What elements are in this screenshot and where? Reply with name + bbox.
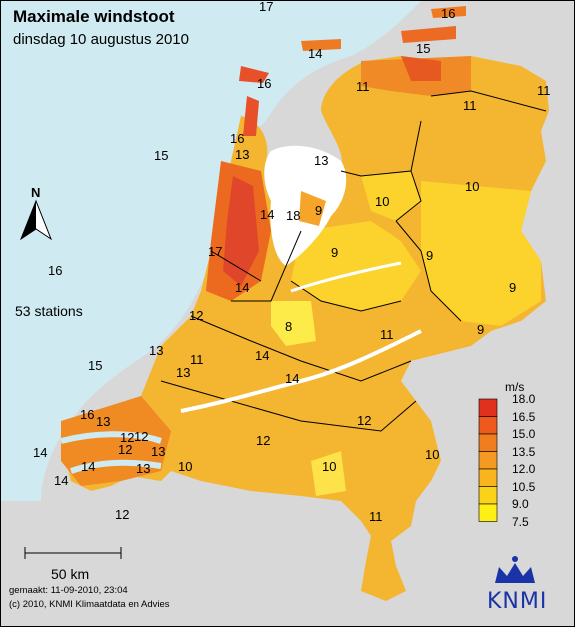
station-value: 16 — [48, 263, 63, 278]
station-value: 15 — [416, 41, 431, 56]
estuary-2 — [70, 459, 162, 474]
station-value: 15 — [88, 358, 103, 373]
station-value: 9 — [331, 245, 339, 260]
legend-swatch — [478, 451, 498, 470]
station-value: 14 — [260, 207, 275, 222]
page-subtitle: dinsdag 10 augustus 2010 — [13, 31, 189, 48]
station-value: 13 — [136, 461, 151, 476]
rivers — [180, 329, 422, 413]
legend-tick: 12.0 — [512, 462, 536, 476]
station-value: 13 — [96, 414, 111, 429]
station-value: 10 — [425, 447, 440, 462]
legend-swatch — [478, 416, 498, 435]
contour-north-high — [401, 56, 441, 81]
contour-lightyellow — [271, 301, 316, 346]
station-value: 10 — [375, 194, 390, 209]
station-value: 10 — [465, 179, 480, 194]
station-value: 14 — [235, 280, 250, 295]
station-value: 14 — [81, 459, 96, 474]
station-value: 10 — [322, 459, 337, 474]
flevoland-piece — [299, 191, 326, 226]
island-terschelling — [301, 39, 341, 51]
estuary-1 — [60, 431, 162, 444]
station-value: 9 — [509, 280, 517, 295]
contour-lightyellow-south — [311, 451, 346, 496]
island-schiermonnikoog — [431, 6, 466, 18]
station-value: 14 — [308, 46, 323, 61]
legend-tick: 18.0 — [512, 392, 536, 406]
contour-yellow-mid — [291, 221, 421, 311]
station-value: 16 — [80, 407, 95, 422]
legend-tick: 9.0 — [512, 497, 529, 511]
legend-swatch — [478, 433, 498, 452]
north-label: N — [31, 185, 41, 200]
station-value: 12 — [118, 442, 133, 457]
station-value: 17 — [259, 0, 274, 14]
station-value: 12 — [134, 429, 149, 444]
station-value: 11 — [380, 327, 394, 342]
legend-tick: 7.5 — [512, 514, 529, 529]
station-value: 11 — [356, 79, 370, 94]
legend-swatch — [478, 486, 498, 505]
station-value: 13 — [314, 153, 329, 168]
station-value: 18 — [286, 208, 301, 223]
stations-count: 53 stations — [15, 303, 83, 319]
legend-tick: 10.5 — [512, 479, 536, 494]
north-arrow-icon — [19, 199, 53, 241]
station-value: 10 — [178, 459, 193, 474]
province-borders — [160, 90, 547, 432]
made-date: gemaakt: 11-09-2010, 23:04 — [9, 585, 128, 596]
contour-yellow-east — [421, 181, 541, 326]
station-value: 12 — [120, 430, 135, 445]
station-value: 12 — [357, 413, 372, 428]
station-value: 11 — [537, 83, 551, 98]
copyright: (c) 2010, KNMI Klimaatdata en Advies — [9, 599, 170, 610]
station-value: 17 — [208, 244, 223, 259]
page-title: Maximale windstoot — [13, 7, 175, 26]
station-value: 15 — [154, 148, 169, 163]
river-north — [290, 261, 402, 293]
legend-swatch — [478, 468, 498, 487]
station-value: 14 — [255, 348, 270, 363]
contour-highest-west — [223, 176, 259, 286]
legend-tick: 13.5 — [512, 444, 536, 459]
station-value: 11 — [369, 509, 383, 524]
station-value: 8 — [285, 319, 293, 334]
knmi-logo-text: KNMI — [487, 589, 548, 614]
station-value: 14 — [54, 473, 69, 488]
scale-bar-label: 50 km — [51, 566, 90, 582]
station-value: 12 — [115, 507, 130, 522]
contour-yellow-center — [361, 171, 421, 221]
station-value: 12 — [189, 308, 204, 323]
station-value: 13 — [235, 147, 250, 162]
island-ameland — [401, 26, 456, 43]
legend-swatch — [478, 503, 498, 522]
legend-colorbar — [478, 398, 498, 522]
island-texel — [239, 66, 269, 83]
scale-bar — [24, 547, 122, 559]
station-value: 11 — [463, 98, 477, 113]
credits: gemaakt: 11-09-2010, 23:04 (c) 2010, KNM… — [9, 584, 170, 612]
station-value: 16 — [257, 76, 272, 91]
station-value: 16 — [230, 131, 245, 146]
island-vlieland — [243, 96, 259, 136]
station-value: 13 — [176, 365, 191, 380]
legend-swatch — [478, 398, 498, 417]
station-value: 9 — [477, 322, 485, 337]
legend-unit: m/s — [505, 380, 525, 394]
legend-tick: 16.5 — [512, 409, 536, 424]
knmi-crown-icon — [495, 556, 535, 583]
station-value: 13 — [149, 343, 164, 358]
station-value: 16 — [441, 6, 456, 21]
station-value: 14 — [33, 445, 48, 460]
station-value: 14 — [285, 371, 300, 386]
station-value: 12 — [256, 433, 271, 448]
station-value: 11 — [190, 352, 204, 367]
station-value: 9 — [315, 203, 323, 218]
legend-tick: 15.0 — [512, 427, 536, 441]
station-value: 9 — [426, 248, 434, 263]
station-value: 13 — [151, 444, 166, 459]
